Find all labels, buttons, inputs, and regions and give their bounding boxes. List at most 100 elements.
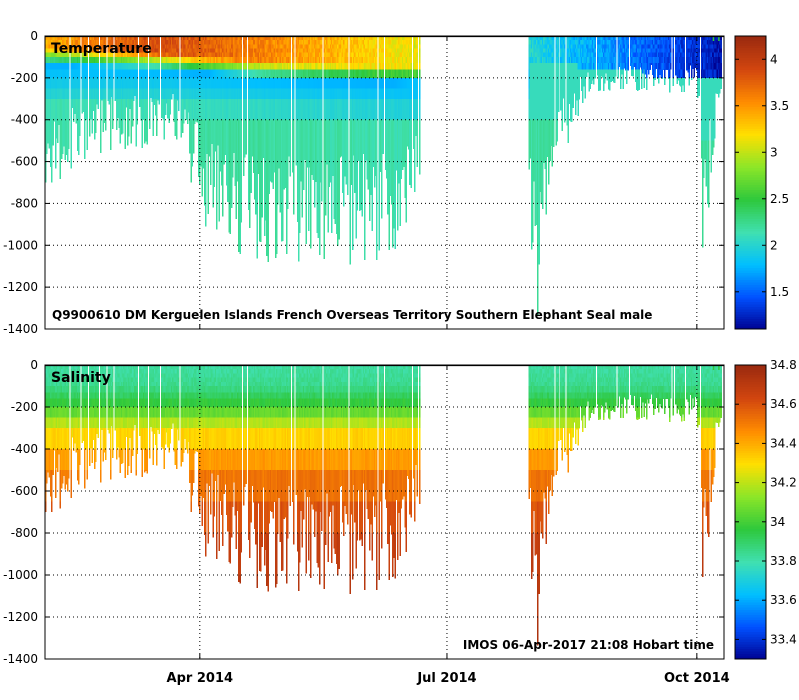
data-cell xyxy=(655,48,658,53)
data-cell xyxy=(64,88,67,99)
data-cell xyxy=(341,69,344,78)
data-cell xyxy=(389,63,392,70)
data-cell xyxy=(287,140,289,173)
data-cell xyxy=(306,119,309,141)
data-cell xyxy=(163,98,166,120)
data-cell xyxy=(388,40,390,45)
data-cell xyxy=(675,40,677,45)
data-cell xyxy=(317,52,320,57)
data-cell xyxy=(675,44,677,49)
data-cell xyxy=(144,36,146,41)
data-cell xyxy=(327,203,329,233)
data-cell xyxy=(73,52,75,57)
data-cell xyxy=(82,56,85,64)
data-cell xyxy=(86,40,89,45)
data-cell xyxy=(574,63,577,70)
data-cell xyxy=(216,119,218,141)
data-cell xyxy=(350,36,353,41)
data-cell xyxy=(335,172,338,204)
data-cell xyxy=(95,63,97,70)
data-cell xyxy=(212,36,214,41)
data-cell xyxy=(236,44,239,49)
data-cell xyxy=(263,119,266,141)
data-cell xyxy=(621,52,623,57)
data-cell xyxy=(82,88,85,99)
data-cell xyxy=(594,36,596,41)
data-cell xyxy=(228,63,230,70)
data-cell xyxy=(269,77,272,89)
data-cell xyxy=(333,140,335,173)
data-cell xyxy=(201,44,203,49)
data-cell xyxy=(169,88,172,99)
data-cell xyxy=(563,98,566,120)
data-cell xyxy=(267,63,269,70)
data-cell xyxy=(287,56,289,64)
data-cell xyxy=(368,77,371,89)
data-cell xyxy=(257,172,260,175)
data-cell xyxy=(107,77,109,89)
data-cell xyxy=(112,48,114,53)
data-cell xyxy=(202,36,205,41)
data-cell xyxy=(607,40,610,45)
data-cell xyxy=(600,40,603,45)
data-cell xyxy=(167,69,169,78)
data-cell xyxy=(118,63,120,70)
data-cell xyxy=(416,48,419,53)
data-cell xyxy=(181,88,184,99)
data-cell xyxy=(528,119,530,141)
data-cell xyxy=(63,56,65,64)
data-cell xyxy=(566,48,568,53)
data-cell xyxy=(578,36,581,41)
data-cell xyxy=(528,52,530,57)
data-cell xyxy=(648,56,650,64)
data-cell xyxy=(648,63,650,70)
data-cell xyxy=(404,119,406,141)
data-cell xyxy=(199,69,201,78)
data-cell xyxy=(332,119,334,141)
data-cell xyxy=(579,48,582,53)
data-cell xyxy=(343,48,345,53)
data-cell xyxy=(225,69,228,78)
data-cell xyxy=(534,40,537,45)
data-cell xyxy=(134,77,136,89)
data-cell xyxy=(183,36,185,41)
data-cell xyxy=(334,77,337,89)
data-cell xyxy=(309,77,311,89)
data-cell xyxy=(320,119,322,141)
data-cell xyxy=(562,77,565,89)
data-cell xyxy=(550,69,552,78)
data-cell xyxy=(574,44,577,49)
data-cell xyxy=(202,77,205,89)
data-cell xyxy=(530,119,533,141)
data-cell xyxy=(530,88,533,99)
data-cell xyxy=(667,77,670,79)
data-cell xyxy=(65,44,68,49)
data-cell xyxy=(611,77,614,81)
data-cell xyxy=(206,63,208,70)
data-cell xyxy=(92,40,95,45)
data-cell xyxy=(551,48,554,53)
data-cell xyxy=(239,69,241,78)
data-cell xyxy=(655,36,658,41)
data-cell xyxy=(47,44,49,49)
data-cell xyxy=(225,119,228,141)
data-cell xyxy=(279,69,282,78)
data-cell xyxy=(327,140,329,173)
data-cell xyxy=(254,48,256,53)
data-cell xyxy=(543,56,545,64)
data-cell xyxy=(79,56,81,64)
data-cell xyxy=(191,98,194,120)
data-cell xyxy=(205,36,207,41)
data-cell xyxy=(62,56,64,64)
data-cell xyxy=(345,77,348,89)
data-cell xyxy=(621,56,623,64)
data-cell xyxy=(376,119,378,141)
data-cell xyxy=(190,98,192,120)
data-cell xyxy=(396,63,399,70)
data-cell xyxy=(130,36,133,41)
data-cell xyxy=(596,40,599,45)
data-cell xyxy=(95,119,97,133)
data-cell xyxy=(637,56,639,64)
data-cell xyxy=(334,119,337,141)
data-cell xyxy=(415,69,417,78)
